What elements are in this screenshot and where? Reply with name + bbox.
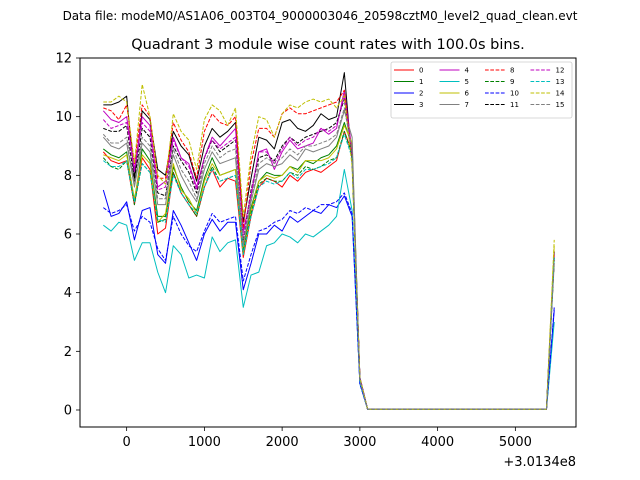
figure-suptitle: Data file: modeM0/AS1A06_003T04_90000030… [63,9,578,23]
y-tick-label: 12 [55,52,72,67]
y-tick-label: 4 [64,286,72,301]
series-layer [102,72,555,410]
series-line-8 [103,89,555,410]
plot-area-frame [79,57,577,428]
legend-label-6: 6 [465,90,470,98]
legend-label-15: 15 [556,101,565,109]
legend-label-12: 12 [556,67,565,75]
x-tick-label: 1000 [188,435,221,450]
legend-label-3: 3 [419,101,423,109]
x-tick-label: 3000 [343,435,376,450]
legend-label-1: 1 [419,78,423,86]
legend-label-8: 8 [510,67,514,75]
x-tick-label: 4000 [421,435,454,450]
legend-label-7: 7 [465,101,469,109]
x-axis: 0 1000 2000 3000 4000 5000 [123,427,532,450]
x-tick-label: 5000 [499,435,532,450]
series-line-15 [102,107,555,410]
chart-title: Quadrant 3 module wise count rates with … [131,37,525,53]
legend-label-5: 5 [465,78,469,86]
legend-label-2: 2 [419,90,423,98]
y-tick-label: 10 [55,110,72,125]
legend-label-9: 9 [510,78,514,86]
x-axis-offset-label: +3.0134e8 [503,455,576,470]
x-tick-label: 2000 [266,435,299,450]
y-axis: 0 2 4 6 8 10 12 [55,52,80,418]
series-line-14 [103,83,555,410]
x-tick-label: 0 [123,435,131,450]
y-tick-label: 0 [64,403,72,418]
y-tick-label: 6 [64,227,72,242]
legend-label-13: 13 [556,78,565,86]
legend-label-10: 10 [510,90,519,98]
legend-box [390,61,573,119]
y-tick-label: 8 [64,169,72,184]
legend-label-11: 11 [510,101,519,109]
legend-label-4: 4 [465,67,470,75]
y-tick-label: 2 [64,345,72,360]
legend-label-14: 14 [556,90,565,98]
legend-label-0: 0 [419,67,423,75]
